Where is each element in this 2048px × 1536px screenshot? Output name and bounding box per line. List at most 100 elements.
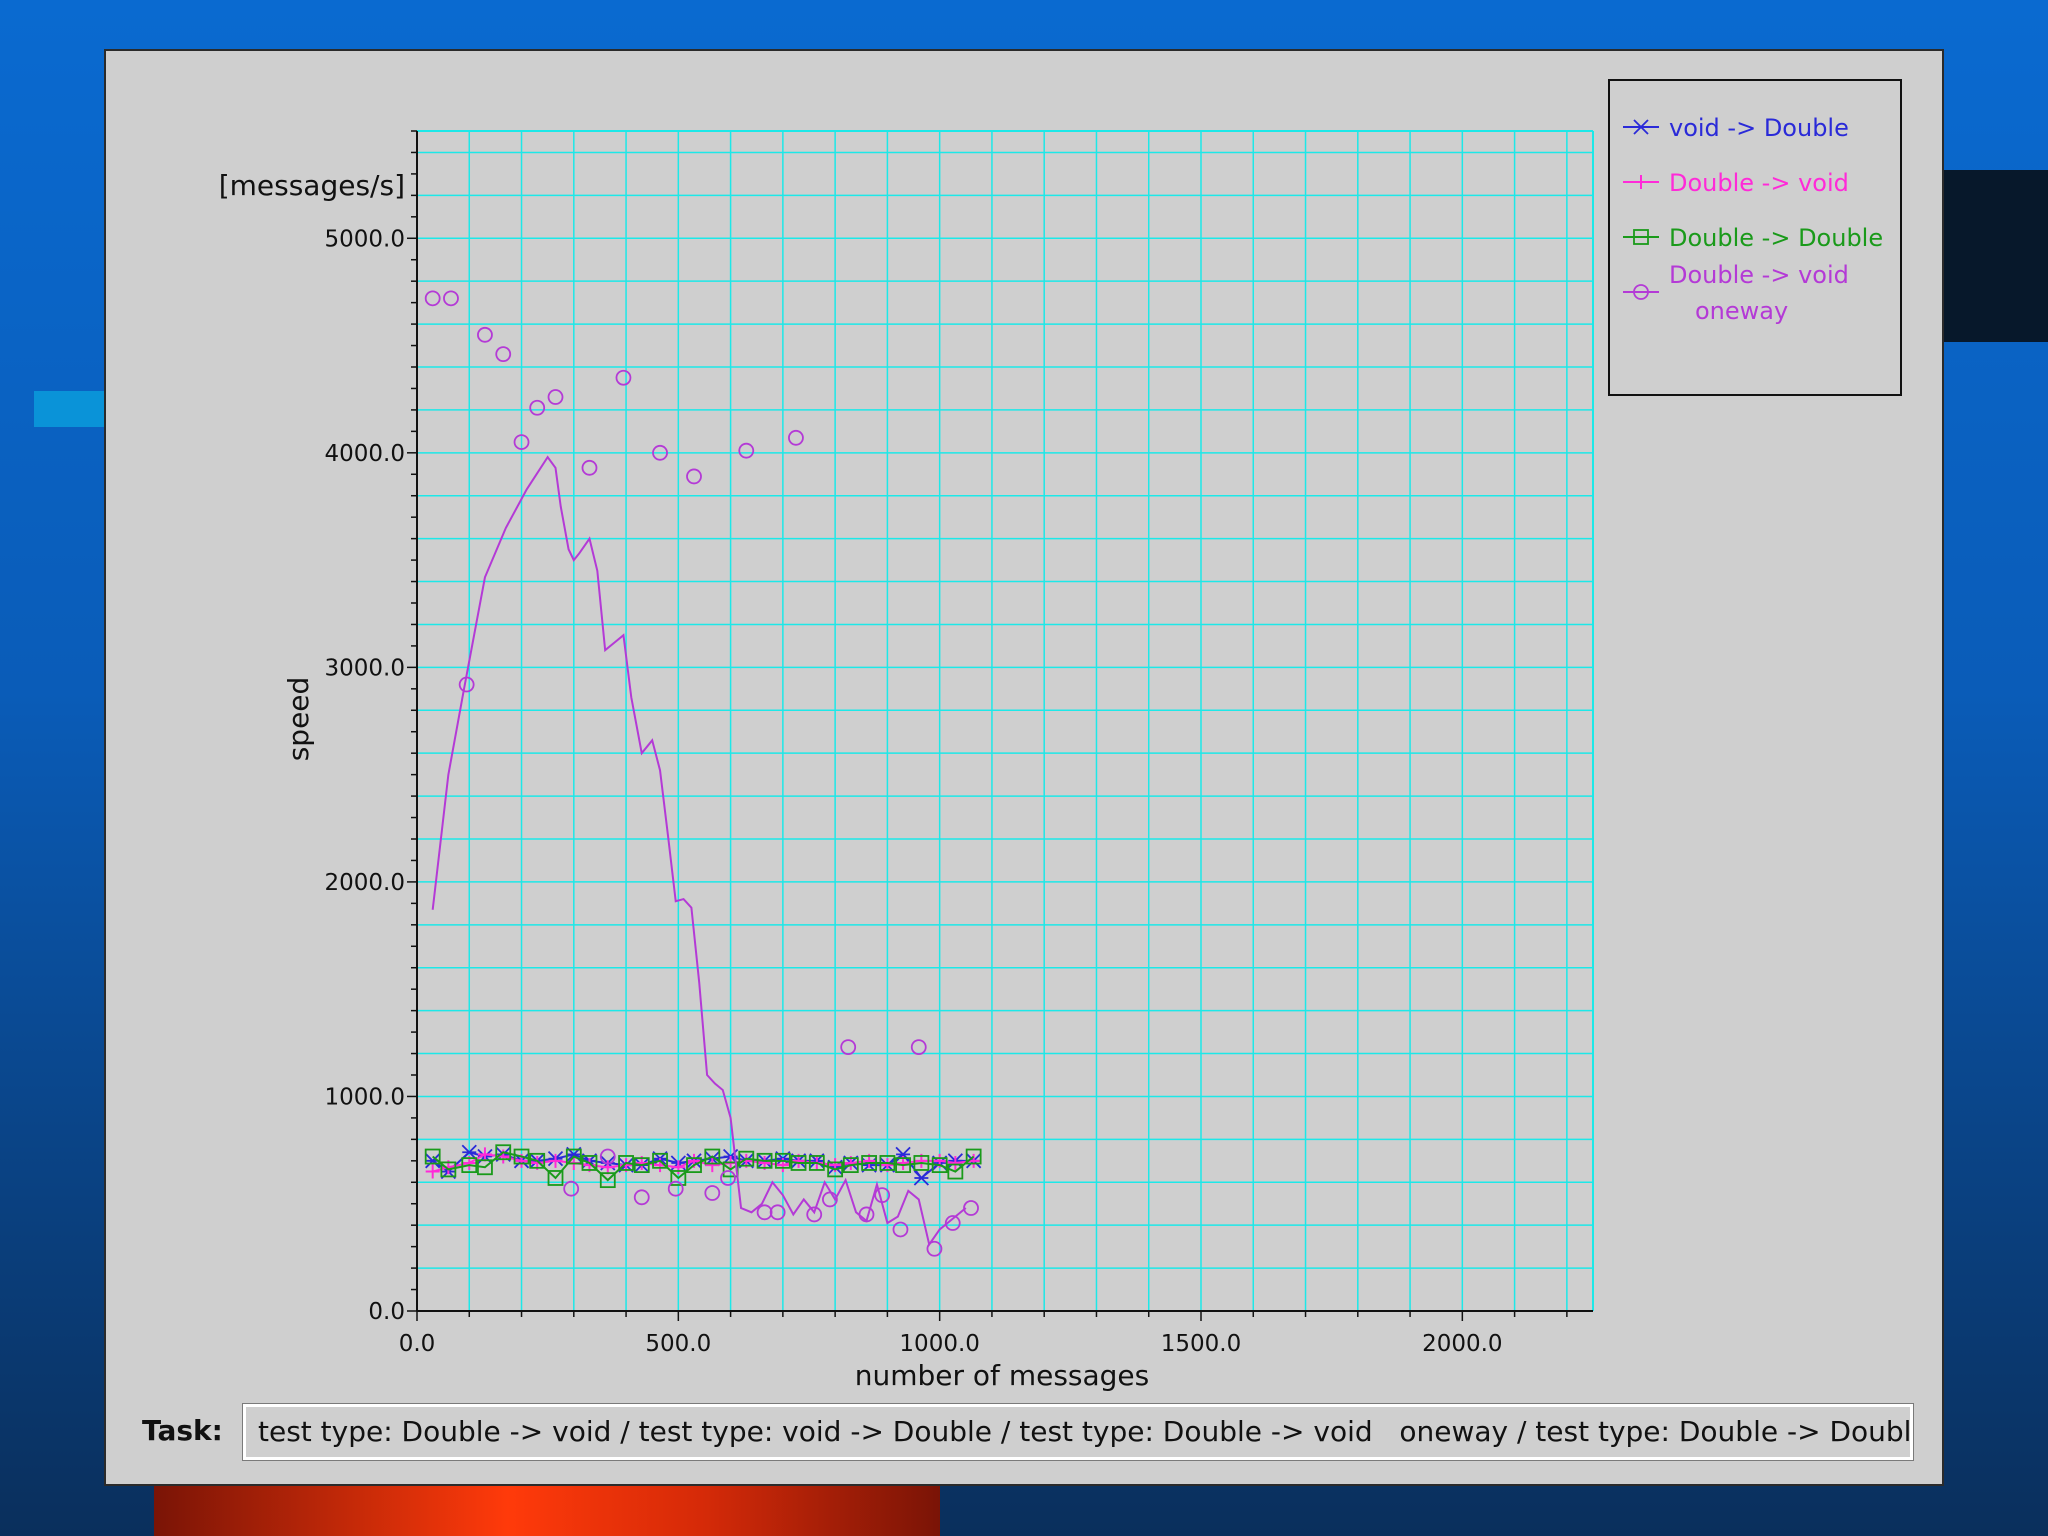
speed-chart: 0.0 1000.0 2000.0 3000.0 4000.0 5000.0 0.0 500.… <box>219 79 1902 1392</box>
data-point <box>600 1160 615 1175</box>
data-point <box>822 1191 838 1208</box>
data-point <box>424 290 441 307</box>
data-point <box>738 442 755 459</box>
data-point <box>788 429 804 446</box>
x-tick-label: 2000.0 <box>1422 1331 1502 1357</box>
data-point <box>756 1152 773 1169</box>
legend-label: Double -> Double <box>1669 224 1883 252</box>
legend-label: Double -> void <box>1669 261 1849 289</box>
data-point <box>495 1144 512 1161</box>
data-point <box>948 1155 963 1170</box>
data-point <box>477 1147 492 1162</box>
axes <box>407 130 1593 1321</box>
data-point <box>652 444 668 461</box>
data-point <box>963 1200 979 1216</box>
y-tick-label: 4000.0 <box>325 441 405 467</box>
data-point <box>618 1155 634 1171</box>
data-point <box>722 1161 739 1178</box>
data-point <box>633 1189 650 1206</box>
y-tick-label: 0.0 <box>368 1299 405 1325</box>
legend-marker <box>1633 119 1649 135</box>
data-point <box>670 1170 687 1186</box>
series <box>424 290 982 1257</box>
data-point <box>667 1180 684 1197</box>
data-point <box>808 1155 825 1171</box>
task-field[interactable]: test type: Double -> void / test type: v… <box>242 1403 1914 1461</box>
x-axis-title: number of messages <box>855 1359 1150 1392</box>
y-tick-label: 2000.0 <box>325 870 405 896</box>
decorative-left-bar <box>34 391 104 427</box>
y-tick-label: 5000.0 <box>325 226 405 252</box>
data-point <box>686 1157 702 1174</box>
data-point <box>443 290 459 307</box>
legend-item-1: void -> Double <box>1623 114 1849 142</box>
data-point <box>547 1170 564 1186</box>
data-point <box>910 1039 927 1056</box>
data-point <box>599 1148 616 1165</box>
data-point <box>774 1152 791 1169</box>
data-point <box>615 369 632 386</box>
legend: void -> Double Double -> void Double -> Do… <box>1608 79 1902 396</box>
data-point <box>720 1170 736 1186</box>
grid <box>416 130 1594 1312</box>
data-point <box>769 1204 786 1221</box>
y-axis-unit: [messages/s] <box>219 169 405 202</box>
data-point <box>926 1240 943 1257</box>
data-point <box>529 1152 546 1169</box>
data-point <box>581 1155 598 1171</box>
legend-marker <box>1633 284 1649 300</box>
data-point <box>599 1172 616 1189</box>
data-point <box>633 1157 650 1174</box>
data-point <box>477 1159 493 1176</box>
data-point <box>513 434 530 450</box>
data-point <box>461 1157 478 1174</box>
data-point <box>895 1146 911 1163</box>
x-tick-label: 1500.0 <box>1161 1331 1241 1357</box>
chart-panel: 0.0 1000.0 2000.0 3000.0 4000.0 5000.0 0.0 500.… <box>104 49 1944 1486</box>
data-point <box>913 1155 930 1171</box>
tick-labels: 0.0 1000.0 2000.0 3000.0 4000.0 5000.0 0.0 500.… <box>325 226 1503 1357</box>
x-tick-label: 0.0 <box>399 1331 436 1357</box>
legend-item-3: Double -> Double <box>1623 224 1883 252</box>
data-point <box>461 1144 477 1160</box>
series-3 <box>424 1144 982 1189</box>
data-point <box>477 326 493 343</box>
data-point <box>529 399 546 416</box>
data-point <box>565 1148 582 1165</box>
data-point <box>652 1152 668 1169</box>
data-point <box>790 1155 807 1171</box>
data-point <box>704 1185 721 1201</box>
data-point <box>840 1039 857 1056</box>
data-point <box>458 676 475 693</box>
data-point <box>705 1158 720 1173</box>
data-point <box>581 459 598 476</box>
series-2 <box>425 1147 981 1179</box>
y-tick-label: 1000.0 <box>325 1084 405 1110</box>
data-point <box>738 1150 755 1167</box>
data-point <box>947 1163 964 1180</box>
data-point <box>913 1170 930 1186</box>
data-point <box>965 1148 982 1165</box>
legend-item-4: Double -> void oneway <box>1623 261 1849 325</box>
data-point <box>858 1206 875 1223</box>
data-point <box>879 1155 896 1171</box>
data-point <box>548 1153 563 1168</box>
data-point <box>892 1221 909 1238</box>
task-label: Task: <box>142 1414 223 1447</box>
data-point <box>756 1204 773 1221</box>
data-point <box>842 1157 859 1174</box>
data-point <box>686 468 702 485</box>
data-point <box>671 1160 686 1175</box>
x-tick-label: 1000.0 <box>899 1331 979 1357</box>
data-point <box>931 1157 948 1174</box>
data-point <box>424 1148 441 1165</box>
data-point <box>547 389 564 405</box>
data-point <box>563 1180 580 1197</box>
x-tick-label: 500.0 <box>645 1331 711 1357</box>
decorative-bottom-strip <box>154 1486 940 1536</box>
data-point <box>704 1148 721 1165</box>
data-point <box>495 346 512 363</box>
decorative-right-block <box>1944 170 2048 342</box>
legend-label-line2: oneway <box>1695 297 1788 325</box>
series-line <box>432 1151 975 1182</box>
